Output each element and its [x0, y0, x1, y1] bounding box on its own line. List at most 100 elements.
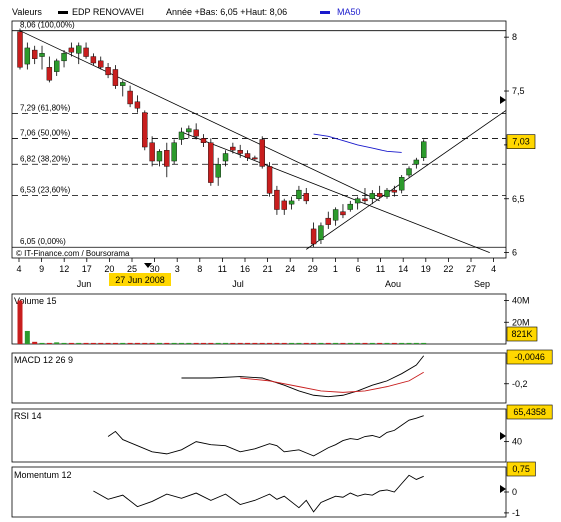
momentum-line: [93, 474, 424, 513]
candle-body: [325, 217, 331, 225]
candle-body: [369, 193, 376, 199]
fibonacci-levels: 8,06 (100,00%) 7,29 (61,80%) 7,06 (50,00%)…: [12, 21, 506, 248]
date-tick-label: 25: [127, 264, 137, 274]
rsi-plot-area[interactable]: [11, 408, 507, 463]
candle-body: [142, 112, 148, 148]
date-tick-label: 16: [240, 264, 250, 274]
volume-bar: [252, 342, 258, 344]
volume-bar: [149, 342, 155, 344]
candle-body: [413, 159, 420, 165]
volume-bar: [134, 342, 140, 344]
volume-bar: [32, 341, 38, 344]
candle-body: [39, 53, 45, 57]
momentum-scroll-arrow-icon[interactable]: [500, 485, 506, 493]
rsi-y-tick-label: 40: [512, 437, 522, 447]
volume-y-tick-label: 40M: [512, 296, 530, 306]
date-tick-label: 11: [218, 264, 227, 274]
date-tick-label: 29: [308, 264, 318, 274]
candle-body: [134, 101, 141, 109]
momentum-title: Momentum 12: [14, 470, 72, 480]
valeurs-label[interactable]: Valeurs: [12, 7, 42, 17]
date-tick-label: 8: [197, 264, 202, 274]
rsi-last-value-label: 65,4358: [513, 407, 546, 417]
fib-level-label: 6,05 (0,00%): [20, 237, 66, 246]
fib-level-label: 6,53 (23,60%): [20, 186, 71, 195]
candle-body: [354, 198, 361, 204]
volume-bars: [17, 300, 427, 344]
macd-series-line: [240, 371, 424, 393]
candle-body: [171, 142, 177, 162]
candle-body: [252, 157, 258, 160]
candle-body: [406, 168, 412, 176]
candle-body: [90, 56, 97, 64]
date-tick-label: 6: [355, 264, 360, 274]
rsi-last-value-badge: [506, 404, 553, 420]
last-price-label: 7,03: [512, 137, 530, 147]
date-highlight-box: [109, 273, 171, 286]
volume-bar: [105, 342, 111, 344]
date-tick-label: 4: [16, 264, 21, 274]
momentum-plot-area[interactable]: [11, 466, 507, 518]
price-scroll-arrow-icon[interactable]: [500, 96, 506, 104]
date-tick-label: 22: [443, 264, 453, 274]
macd-plot-area[interactable]: [11, 352, 507, 404]
volume-bar: [384, 342, 390, 344]
last-volume-label: 821K: [511, 329, 532, 339]
date-tick-label: 3: [175, 264, 180, 274]
macd-last-value-badge: [506, 349, 553, 365]
volume-bar: [303, 342, 309, 344]
candle-body: [296, 189, 302, 199]
macd-series-line: [181, 355, 425, 398]
rsi-y-axis: 40 65,4358: [504, 404, 553, 447]
price-y-tick-label: 7,5: [512, 86, 525, 96]
candle-body: [244, 153, 251, 159]
volume-bar: [186, 342, 192, 344]
date-tick-label: 19: [421, 264, 431, 274]
rsi-line: [107, 415, 424, 457]
rsi-scroll-arrow-icon[interactable]: [500, 432, 506, 440]
candle-body: [68, 47, 75, 53]
volume-bar: [245, 342, 251, 344]
volume-bar: [215, 342, 221, 344]
candle-body: [237, 150, 243, 154]
volume-y-axis: 40M 20M 821K: [504, 296, 538, 342]
volume-bar: [68, 342, 74, 344]
volume-bar: [369, 342, 375, 344]
candle-body: [266, 166, 273, 194]
fib-level-label: 8,06 (100,00%): [20, 21, 75, 30]
instrument-name: EDP RENOVAVEI: [72, 7, 144, 17]
date-tick-label: 1: [333, 264, 338, 274]
date-tick-label: 20: [104, 264, 114, 274]
volume-plot-area[interactable]: [11, 293, 507, 345]
macd-title: MACD 12 26 9: [14, 355, 73, 365]
volume-bar: [76, 342, 82, 344]
date-cursor-icon[interactable]: [144, 263, 152, 268]
volume-bar: [24, 330, 30, 344]
last-price-badge: [506, 134, 536, 149]
fib-level-label: 7,29 (61,80%): [20, 104, 71, 113]
volume-bar: [318, 342, 324, 344]
candle-body: [376, 193, 383, 197]
volume-bar: [156, 342, 162, 344]
chart-header: Valeurs EDP RENOVAVEI Année +Bas: 6,05 +…: [12, 7, 361, 17]
candle-body: [398, 177, 405, 191]
ma50-series-line: [313, 133, 402, 153]
price-y-tick-label: 6: [512, 248, 517, 258]
volume-bar: [127, 342, 133, 344]
macd-y-tick-label: -0,2: [512, 379, 528, 389]
candle-body: [347, 203, 353, 210]
candle-body: [31, 49, 38, 59]
candle-body: [105, 67, 111, 76]
month-label: Aou: [385, 279, 401, 289]
candle-body: [222, 153, 229, 162]
momentum-panel: Momentum 12 0 -1 0,75: [11, 461, 536, 518]
volume-bar: [193, 342, 199, 344]
candle-body: [83, 47, 89, 57]
volume-bar: [83, 342, 89, 344]
candle-body: [156, 151, 163, 162]
candle-body: [112, 69, 119, 86]
volume-bar: [208, 342, 214, 344]
volume-panel: Volume 15 40M 20M 821K: [11, 293, 538, 345]
candle-body: [340, 211, 346, 216]
candle-body: [164, 150, 170, 167]
